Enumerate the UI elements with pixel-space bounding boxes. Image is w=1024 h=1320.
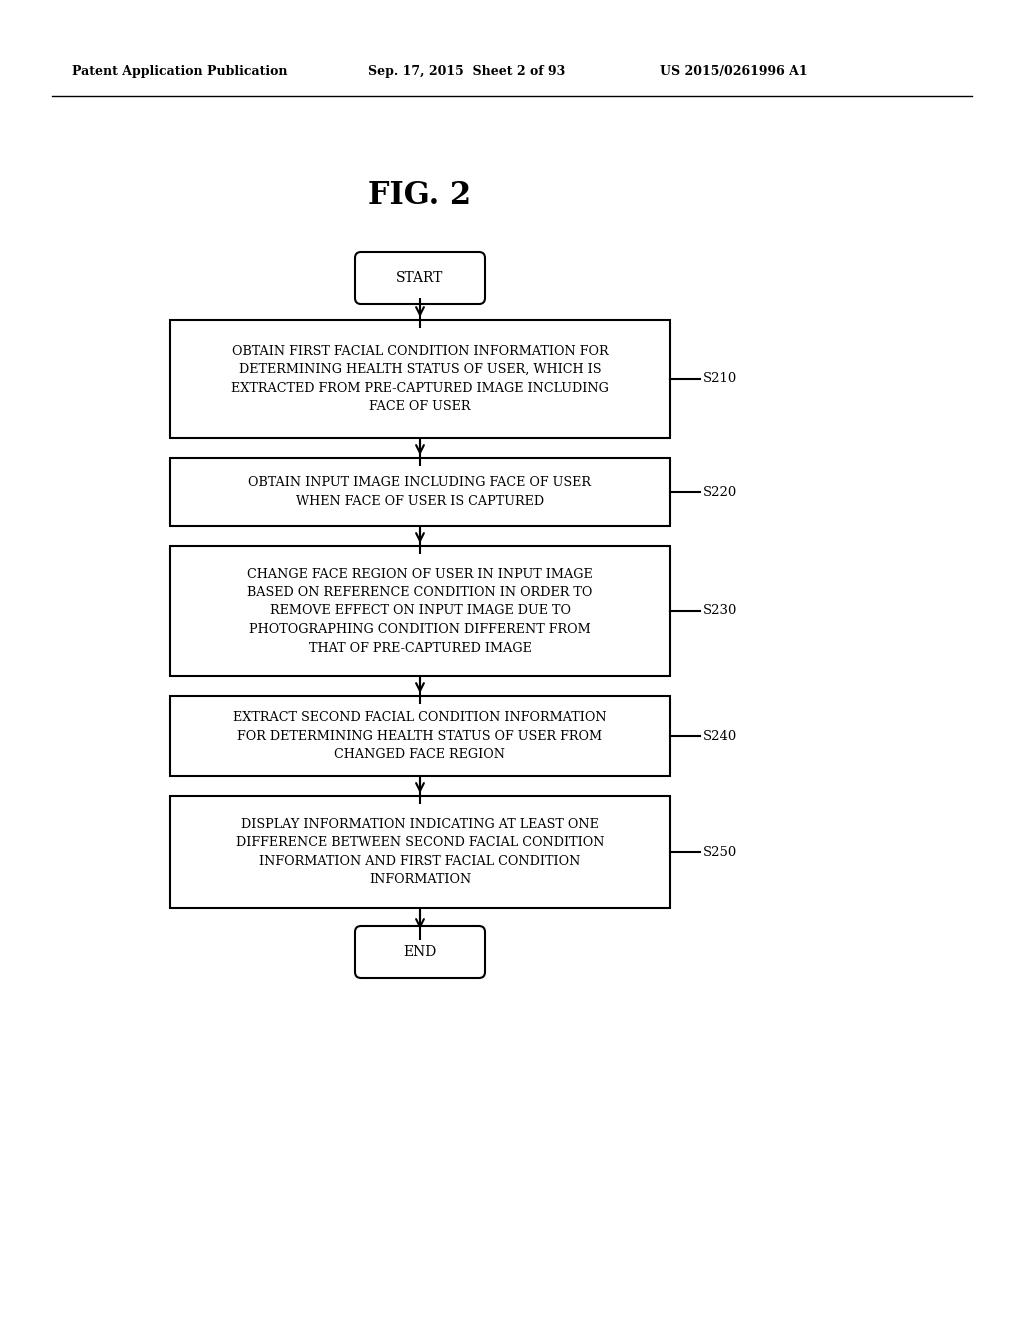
Bar xyxy=(170,319,670,438)
Text: Patent Application Publication: Patent Application Publication xyxy=(72,66,288,78)
Text: S210: S210 xyxy=(703,372,737,385)
Text: S240: S240 xyxy=(703,730,737,742)
Text: Sep. 17, 2015  Sheet 2 of 93: Sep. 17, 2015 Sheet 2 of 93 xyxy=(368,66,565,78)
Text: OBTAIN INPUT IMAGE INCLUDING FACE OF USER
WHEN FACE OF USER IS CAPTURED: OBTAIN INPUT IMAGE INCLUDING FACE OF USE… xyxy=(249,477,592,508)
Text: OBTAIN FIRST FACIAL CONDITION INFORMATION FOR
DETERMINING HEALTH STATUS OF USER,: OBTAIN FIRST FACIAL CONDITION INFORMATIO… xyxy=(231,345,609,413)
Bar xyxy=(170,458,670,525)
Text: EXTRACT SECOND FACIAL CONDITION INFORMATION
FOR DETERMINING HEALTH STATUS OF USE: EXTRACT SECOND FACIAL CONDITION INFORMAT… xyxy=(233,711,607,762)
Bar xyxy=(170,696,670,776)
Text: CHANGE FACE REGION OF USER IN INPUT IMAGE
BASED ON REFERENCE CONDITION IN ORDER : CHANGE FACE REGION OF USER IN INPUT IMAG… xyxy=(247,568,593,655)
FancyBboxPatch shape xyxy=(355,252,485,304)
Text: DISPLAY INFORMATION INDICATING AT LEAST ONE
DIFFERENCE BETWEEN SECOND FACIAL CON: DISPLAY INFORMATION INDICATING AT LEAST … xyxy=(236,818,604,886)
Bar xyxy=(170,796,670,908)
Text: START: START xyxy=(396,271,443,285)
Text: S250: S250 xyxy=(703,846,737,858)
Text: S220: S220 xyxy=(703,486,737,499)
Text: END: END xyxy=(403,945,436,960)
Text: S230: S230 xyxy=(703,605,737,618)
Text: US 2015/0261996 A1: US 2015/0261996 A1 xyxy=(660,66,808,78)
Text: FIG. 2: FIG. 2 xyxy=(369,180,472,210)
FancyBboxPatch shape xyxy=(355,927,485,978)
Bar xyxy=(170,546,670,676)
